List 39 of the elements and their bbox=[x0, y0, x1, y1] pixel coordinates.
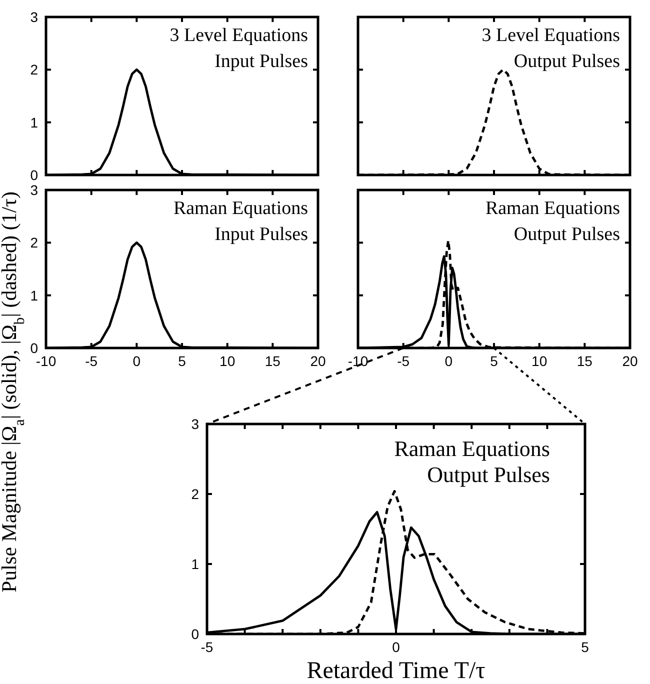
x-tick-label: 0 bbox=[392, 639, 400, 655]
x-tick-label: -10 bbox=[36, 353, 56, 369]
annotation: Input Pulses bbox=[214, 51, 308, 72]
annotation: Output Pulses bbox=[514, 51, 620, 72]
x-tick-label: -5 bbox=[200, 639, 214, 655]
y-tick-label: 1 bbox=[30, 114, 38, 130]
x-tick-label: 0 bbox=[444, 353, 453, 369]
y-tick-label: 1 bbox=[191, 556, 200, 572]
x-tick-label: 10 bbox=[220, 353, 236, 369]
x-tick-label: 10 bbox=[532, 353, 548, 369]
y-tick-label: 0 bbox=[30, 167, 38, 183]
x-tick-label: 5 bbox=[490, 353, 498, 369]
annotation: Output Pulses bbox=[514, 224, 620, 245]
x-tick-label: 15 bbox=[264, 353, 281, 369]
x-tick-label: -5 bbox=[85, 353, 98, 369]
y-tick-label: 0 bbox=[30, 340, 38, 356]
annotation: Output Pulses bbox=[427, 462, 550, 487]
annotation: 3 Level Equations bbox=[170, 25, 308, 46]
y-tick-label: 2 bbox=[191, 486, 200, 502]
x-tick-label: 15 bbox=[576, 353, 593, 369]
y-tick-label: 3 bbox=[30, 182, 38, 198]
annotation: Raman Equations bbox=[394, 436, 550, 461]
x-tick-label: 20 bbox=[310, 353, 326, 369]
x-tick-label: 5 bbox=[178, 353, 186, 369]
y-tick-label: 2 bbox=[30, 234, 38, 251]
annotation: 3 Level Equations bbox=[482, 25, 620, 46]
annotation: Raman Equations bbox=[173, 198, 308, 219]
y-tick-label: 3 bbox=[191, 416, 200, 432]
x-tick-label: 0 bbox=[132, 353, 141, 369]
x-tick-label: 5 bbox=[581, 639, 590, 655]
y-tick-label: 1 bbox=[30, 287, 38, 304]
y-tick-label: 3 bbox=[30, 9, 38, 25]
y-tick-label: 0 bbox=[191, 626, 200, 642]
y-tick-label: 2 bbox=[30, 62, 38, 78]
x-tick-label: -5 bbox=[397, 353, 410, 369]
annotation: Raman Equations bbox=[485, 198, 620, 219]
annotation: Input Pulses bbox=[214, 224, 308, 245]
x-axis-title: Retarded Time T/τ bbox=[306, 658, 486, 684]
x-tick-label: 20 bbox=[622, 353, 638, 369]
